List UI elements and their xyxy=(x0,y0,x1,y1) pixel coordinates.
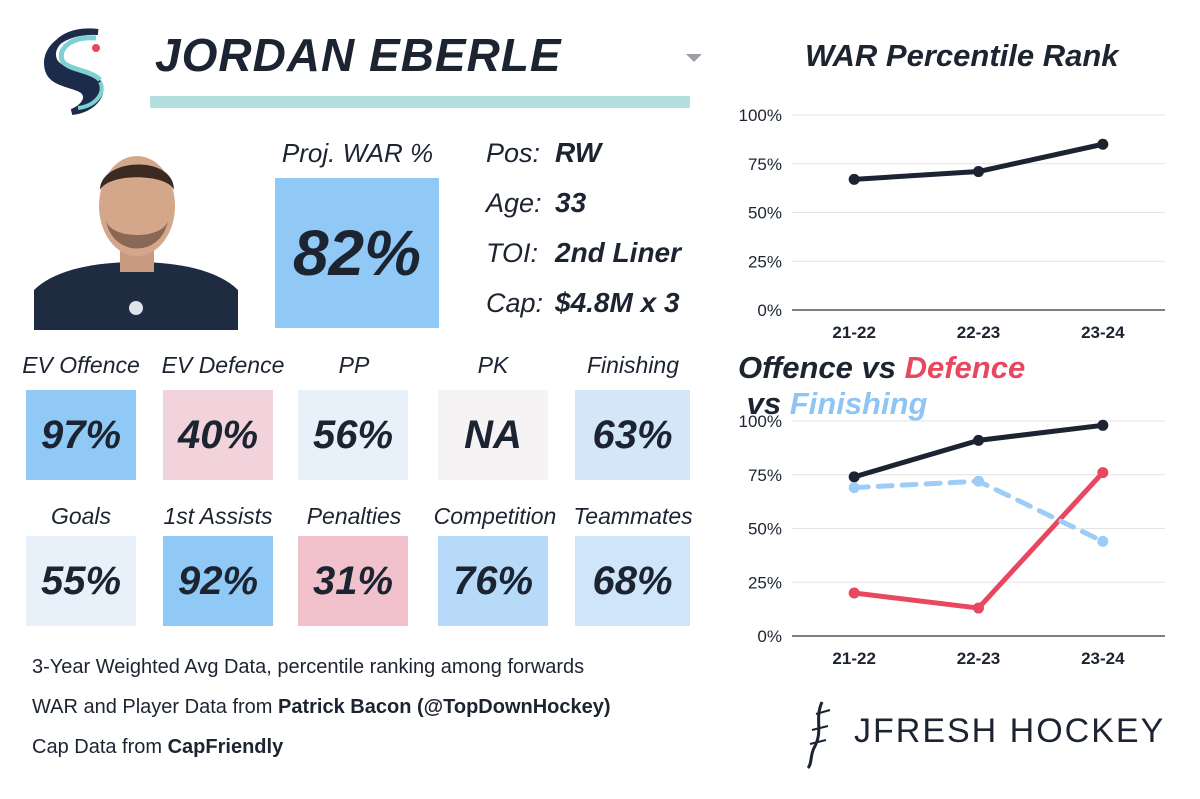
stat-box-pp: 56% xyxy=(298,390,408,480)
chart-1-ytick-label: 50% xyxy=(748,204,782,223)
chart-2-point-finishing xyxy=(1097,535,1109,547)
chart-2-ytick-label: 75% xyxy=(748,466,782,485)
chart-1-title: WAR Percentile Rank xyxy=(805,38,1119,73)
chart-2-title: Offence vs Defence vs Finishing xyxy=(738,350,1200,422)
chart-2-xtick-label: 22-23 xyxy=(957,649,1000,668)
chart-2-xtick-label: 23-24 xyxy=(1081,649,1125,668)
chart-2-xtick-label: 21-22 xyxy=(832,649,875,668)
stat-label-ev-defence: EV Defence xyxy=(161,352,285,378)
chart-2-point-defence xyxy=(973,602,984,614)
stat-box-1st-assists: 92% xyxy=(163,536,273,626)
stat-label-competition: Competition xyxy=(433,503,557,529)
stat-box-ev-defence: 40% xyxy=(163,390,273,480)
chart-2-point-offence xyxy=(848,471,860,483)
stat-label-goals: Goals xyxy=(50,503,112,529)
footer-source-war: Patrick Bacon (@TopDownHockey) xyxy=(278,696,611,718)
stat-box-penalties: 31% xyxy=(298,536,408,626)
stat-label-pp: PP xyxy=(338,352,370,378)
chart-1-point-war xyxy=(973,166,984,178)
footer-line-3-prefix: Cap Data from xyxy=(32,736,168,758)
info-value-cap: $4.8M x 3 xyxy=(555,287,680,318)
stat-label-pk: PK xyxy=(477,352,509,378)
info-label-toi: TOI: xyxy=(486,238,539,268)
chart-2-ytick-label: 25% xyxy=(748,573,782,592)
chart-2-title-offence: Offence xyxy=(738,350,853,385)
chart-1-point-war xyxy=(1097,138,1109,150)
chart-2-point-offence xyxy=(1097,419,1109,431)
stat-label-1st-assists: 1st Assists xyxy=(163,503,273,529)
chart-2-title-finishing: Finishing xyxy=(789,386,928,421)
footer-line-2-prefix: WAR and Player Data from xyxy=(32,696,279,718)
stat-label-finishing: Finishing xyxy=(586,352,680,378)
chart-1-ytick-label: 75% xyxy=(748,155,782,174)
chart-2-series-line-offence xyxy=(851,422,1106,480)
war-percentile-chart: 0% 25% 50% 75% 100% 21-22 22-23 23-24 xyxy=(739,106,1165,342)
footer-line-2: WAR and Player Data from Patrick Bacon (… xyxy=(32,696,611,719)
chart-1-point-war xyxy=(848,173,860,185)
proj-war-label: Proj. WAR % xyxy=(281,138,434,168)
chart-2-title-defence: Defence xyxy=(904,350,1026,385)
footer-line-1: 3-Year Weighted Avg Data, percentile ran… xyxy=(32,656,585,678)
chart-2-point-finishing xyxy=(973,475,984,487)
stat-label-penalties: Penalties xyxy=(306,503,402,529)
chart-1-ytick-label: 100% xyxy=(739,106,782,125)
chart-2-ytick-label: 100% xyxy=(739,412,782,431)
player-photo xyxy=(34,140,238,330)
stat-label-ev-offence: EV Offence xyxy=(22,352,140,378)
stat-box-goals: 55% xyxy=(26,536,136,626)
info-value-toi: 2nd Liner xyxy=(555,237,682,268)
chart-2-point-defence xyxy=(848,587,860,599)
stat-box-teammates: 68% xyxy=(575,536,690,626)
chart-2-point-finishing xyxy=(848,482,860,494)
stat-box-competition: 76% xyxy=(438,536,548,626)
chart-1-xtick-label: 23-24 xyxy=(1081,323,1125,342)
info-label-age: Age: xyxy=(486,188,542,218)
info-label-pos: Pos: xyxy=(486,138,541,168)
player-name: JORDAN EBERLE xyxy=(155,29,562,81)
team-logo xyxy=(38,26,124,122)
chart-2-point-defence xyxy=(1097,467,1109,479)
footer-source-cap: CapFriendly xyxy=(167,736,284,758)
stat-box-pk: NA xyxy=(438,390,548,480)
offence-defence-finishing-chart: 0% 25% 50% 75% 100% 21-22 22-23 23-24 xyxy=(739,412,1165,668)
brand-name: JFRESH HOCKEY xyxy=(854,712,1166,750)
chart-2-point-offence xyxy=(973,434,984,446)
info-label-cap: Cap: xyxy=(486,288,544,318)
chart-1-ytick-label: 25% xyxy=(748,252,782,271)
brand-mark-icon xyxy=(800,700,836,775)
chart-2-title-vs-1: vs xyxy=(852,350,905,385)
chart-2-series-line-defence xyxy=(851,470,1106,611)
name-underline xyxy=(150,96,690,108)
chart-2-title-vs-2: vs xyxy=(738,386,790,421)
proj-war-value: 82% xyxy=(275,178,439,328)
footer-line-3: Cap Data from CapFriendly xyxy=(32,736,283,759)
stat-label-teammates: Teammates xyxy=(573,503,693,529)
chart-1-xtick-label: 22-23 xyxy=(957,323,1000,342)
chart-2-ytick-label: 0% xyxy=(757,627,782,646)
info-value-pos: RW xyxy=(555,137,602,168)
chart-2-ytick-label: 50% xyxy=(748,520,782,539)
stat-box-finishing: 63% xyxy=(575,390,690,480)
stat-box-ev-offence: 97% xyxy=(26,390,136,480)
info-value-age: 33 xyxy=(555,187,587,218)
chart-1-xtick-label: 21-22 xyxy=(832,323,875,342)
chart-1-ytick-label: 0% xyxy=(757,301,782,320)
dropdown-caret-icon[interactable] xyxy=(686,54,702,62)
